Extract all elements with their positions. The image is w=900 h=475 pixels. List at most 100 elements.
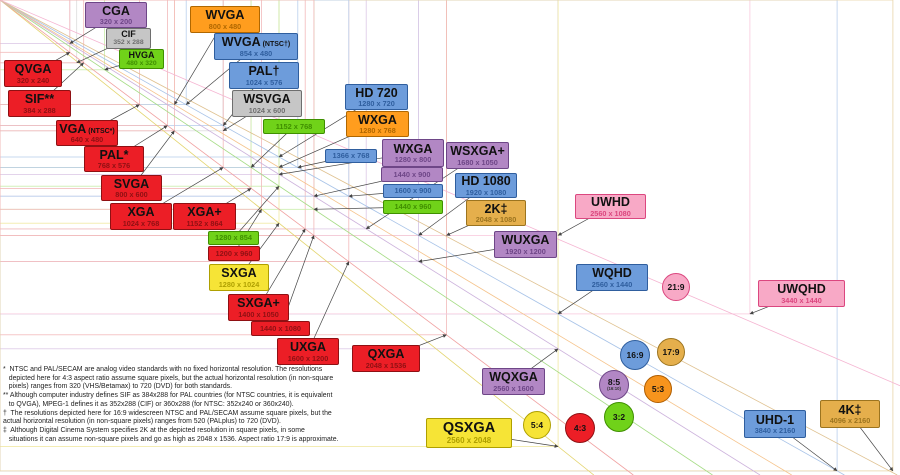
res-box-size: 1280 x 1024 [218, 279, 260, 289]
res-box-title: QSXGA [442, 420, 496, 437]
res-box-wxga-768: WXGA 1280 x 768 [346, 111, 409, 137]
res-box-title: XGA+ [187, 205, 222, 220]
res-box-size: 2048 x 1080 [475, 215, 517, 225]
res-box-title: CGA [102, 3, 130, 18]
res-box-size: 2560 x 1080 [590, 208, 631, 218]
res-box-size: 1600 x 900 [394, 186, 432, 196]
res-box-size: 480 x 320 [126, 59, 157, 67]
res-box-size: 1024 x 576 [245, 77, 283, 87]
res-box-sxga: SXGA 1280 x 1024 [209, 264, 269, 291]
res-box-size: 1920 x 1200 [505, 246, 546, 256]
res-box-qsxga: QSXGA 2560 x 2048 [426, 418, 512, 448]
res-box-size: 1152 x 864 [186, 218, 223, 228]
grid-rect-qsxga [0, 0, 559, 447]
res-box-size: 1280 x 854 [215, 233, 252, 243]
res-box-r1200x960: 1200 x 960 [208, 246, 260, 261]
res-box-size: 1440 x 960 [394, 202, 432, 212]
res-box-vga: VGA (NTSC*) 640 x 480 [56, 120, 118, 146]
res-box-title: 4K‡ [838, 402, 862, 417]
res-box-title: WXGA [358, 112, 397, 127]
res-box-pal: PAL* 768 x 576 [84, 146, 144, 172]
res-box-title: WSXGA+ [450, 144, 505, 159]
res-box-size: 1920 x 1080 [465, 187, 507, 197]
res-box-wsvga: WSVGA 1024 x 600 [232, 90, 302, 117]
res-box-hvga: HVGA 480 x 320 [119, 49, 164, 69]
grid-rect-r1440x1080 [0, 0, 315, 236]
res-box-wuxga: WUXGA 1920 x 1200 [494, 231, 557, 258]
res-box-size: 1400 x 1050 [238, 309, 279, 319]
res-box-title: CIF [121, 29, 136, 40]
ratio-circle-5-3: 5:3 [644, 375, 672, 403]
res-box-title: WVGA [205, 8, 245, 23]
res-box-wqxga: WQXGA 2560 x 1600 [482, 368, 545, 395]
res-box-size: 4096 x 2160 [829, 416, 871, 426]
grid-rect-qvga [0, 0, 71, 53]
res-box-xga-plus: XGA+ 1152 x 864 [173, 203, 236, 230]
ratio-label: 5:4 [530, 419, 544, 430]
res-box-size: 320 x 200 [99, 17, 133, 27]
res-box-size: 1440 x 1080 [259, 323, 302, 333]
aspect-line-8-5 [0, 0, 761, 475]
res-box-title-suffix: (NTSC†) [260, 41, 291, 49]
res-box-size: 2560 x 2048 [446, 435, 492, 445]
res-box-r1440x960: 1440 x 960 [383, 200, 443, 214]
res-box-title: HD 720 [355, 85, 398, 100]
res-box-size: 3840 x 2160 [754, 426, 796, 436]
ratio-label: 17:9 [662, 346, 680, 357]
ratio-sublabel: (16:10) [607, 386, 621, 392]
res-box-title: WUXGA [501, 233, 550, 248]
res-box-title: 2K‡ [484, 201, 508, 216]
res-box-size: 1440 x 900 [393, 169, 431, 179]
ratio-label: 16:9 [626, 349, 644, 360]
res-box-wqhd: WQHD 2560 x 1440 [576, 264, 648, 291]
res-box-size: 768 x 576 [97, 161, 131, 171]
res-box-uhd1: UHD-1 3840 x 2160 [744, 410, 806, 438]
res-box-size: 800 x 600 [115, 190, 148, 200]
aspect-line-3-2 [0, 0, 713, 475]
res-box-r1440x1080: 1440 x 1080 [251, 321, 310, 336]
res-box-title: PAL† [248, 64, 280, 79]
res-box-size: 352 x 288 [113, 39, 144, 47]
ratio-circle-8-5: 8:5 (16:10) [599, 370, 629, 400]
res-box-title: SIF** [24, 92, 55, 107]
arrow-uxga [307, 261, 350, 352]
res-box-title: WQXGA [489, 370, 538, 385]
res-box-cga: CGA 320 x 200 [85, 2, 147, 28]
res-box-size: 1280 x 720 [358, 99, 395, 109]
res-box-title: HD 1080 [461, 174, 511, 189]
res-box-r1600x900: 1600 x 900 [383, 184, 443, 198]
res-box-title: WXGA [393, 141, 433, 156]
res-box-title: VGA (NTSC*) [59, 121, 115, 136]
res-box-title: SXGA [221, 266, 257, 281]
res-box-uxga: UXGA 1600 x 1200 [277, 338, 339, 365]
res-box-uwqhd: UWQHD 3440 x 1440 [758, 280, 845, 307]
res-box-size: 3440 x 1440 [781, 295, 822, 305]
res-box-title: UHD-1 [755, 412, 795, 427]
res-box-size: 1680 x 1050 [457, 157, 498, 167]
res-box-hd1080: HD 1080 1920 x 1080 [455, 173, 517, 198]
res-box-r1152x768: 1152 x 768 [263, 119, 325, 134]
res-box-size: 1024 x 600 [248, 105, 286, 115]
arrow-r1280x854 [233, 185, 280, 239]
grid-rect-uwqhd [0, 0, 751, 315]
res-box-title: UWQHD [777, 282, 826, 297]
res-box-size: 1366 x 768 [332, 151, 370, 161]
footnotes: * NTSC and PAL/SECAM are analog video st… [3, 366, 339, 443]
res-box-size: 384 x 288 [23, 105, 56, 115]
ratio-circle-16-9: 16:9 [620, 340, 650, 370]
res-box-size: 1024 x 768 [122, 218, 160, 228]
res-box-size: 854 x 480 [239, 48, 273, 58]
ratio-circle-4-3: 4:3 [565, 413, 595, 443]
res-box-r1280x854: 1280 x 854 [208, 231, 259, 245]
aspect-line-16-9 [0, 0, 845, 475]
res-box-sxga-plus: SXGA+ 1400 x 1050 [228, 294, 289, 321]
aspect-line-5-4 [0, 0, 595, 475]
ratio-circle-17-9: 17:9 [657, 338, 685, 366]
res-box-size: 1280 x 800 [394, 155, 432, 165]
res-box-svga: SVGA 800 x 600 [101, 175, 162, 201]
res-box-title: WQHD [592, 266, 632, 281]
ratio-label: 4:3 [573, 422, 587, 433]
ratio-label: 21:9 [667, 281, 685, 292]
res-box-title-suffix: (NTSC*) [86, 127, 115, 135]
res-box-wvga-ntsc: WVGA (NTSC†) 854 x 480 [214, 33, 298, 60]
